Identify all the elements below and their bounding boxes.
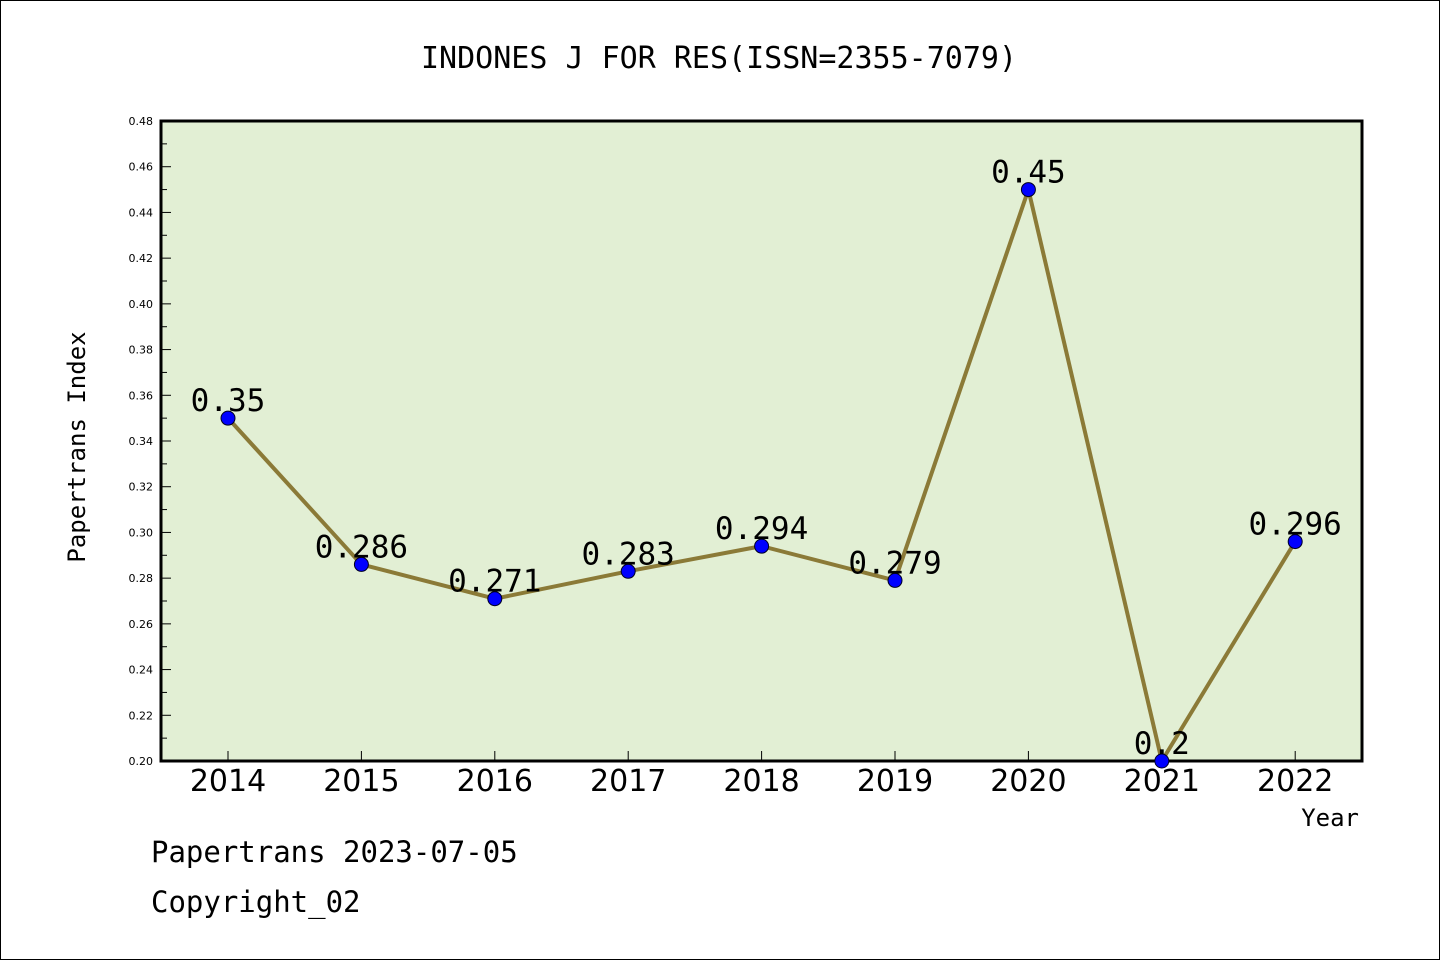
y-tick-label: 0.30 <box>129 526 154 539</box>
data-label: 0.296 <box>1249 507 1342 543</box>
y-tick-label: 0.44 <box>129 206 154 219</box>
footer-copyright: Copyright_02 <box>151 885 361 919</box>
data-point <box>620 563 636 579</box>
y-tick-label: 0.46 <box>129 161 154 174</box>
y-tick-label: 0.28 <box>129 572 154 585</box>
y-tick-label: 0.48 <box>129 115 154 128</box>
x-tick-label: 2016 <box>457 764 533 799</box>
data-label: 0.35 <box>191 383 266 419</box>
y-tick-label: 0.20 <box>129 755 154 768</box>
x-tick-label: 2014 <box>190 764 266 799</box>
x-tick-label: 2015 <box>323 764 399 799</box>
y-axis: 0.20 0.22 0.24 0.26 0.28 0.30 0.32 0.34 0.36 0.38… <box>129 115 171 768</box>
data-label: 0.45 <box>991 155 1066 191</box>
y-tick-label: 0.42 <box>129 252 154 265</box>
data-label: 0.2 <box>1134 726 1190 762</box>
data-point <box>754 538 770 554</box>
x-tick-label: 2017 <box>590 764 666 799</box>
data-label: 0.286 <box>315 529 408 565</box>
y-tick-label: 0.34 <box>129 435 154 448</box>
data-point <box>1020 182 1036 198</box>
data-point <box>887 572 903 588</box>
x-tick-label: 2020 <box>990 764 1066 799</box>
data-points <box>220 182 1303 769</box>
data-label: 0.271 <box>448 564 541 600</box>
data-label: 0.283 <box>582 536 675 572</box>
data-point <box>487 591 503 607</box>
y-tick-label: 0.40 <box>129 298 154 311</box>
y-tick-label: 0.38 <box>129 344 154 357</box>
x-axis: 2014 2015 2016 2017 2018 2019 2020 2021 2022 <box>190 751 1333 799</box>
data-labels: 0.35 0.286 0.271 0.283 0.294 0.279 0.45 0.2 0.29… <box>191 155 1342 762</box>
chart-title: INDONES J FOR RES(ISSN=2355-7079) <box>421 41 1017 76</box>
data-point <box>1287 534 1303 550</box>
y-tick-label: 0.22 <box>129 709 154 722</box>
y-tick-label: 0.26 <box>129 618 154 631</box>
data-point <box>220 410 236 426</box>
data-point <box>1154 753 1170 769</box>
data-label: 0.294 <box>715 511 808 547</box>
x-tick-label: 2018 <box>723 764 799 799</box>
data-point <box>353 556 369 572</box>
x-tick-label: 2022 <box>1257 764 1333 799</box>
y-tick-label: 0.32 <box>129 481 154 494</box>
x-tick-label: 2019 <box>857 764 933 799</box>
x-axis-title: Year <box>1301 804 1359 832</box>
plot-area <box>159 119 1364 763</box>
y-tick-label: 0.24 <box>129 664 154 677</box>
x-tick-label: 2021 <box>1124 764 1200 799</box>
data-label: 0.279 <box>848 545 941 581</box>
y-tick-label: 0.36 <box>129 389 154 402</box>
y-axis-title: Papertrans Index <box>63 331 91 562</box>
footer-date: Papertrans 2023-07-05 <box>151 835 518 869</box>
